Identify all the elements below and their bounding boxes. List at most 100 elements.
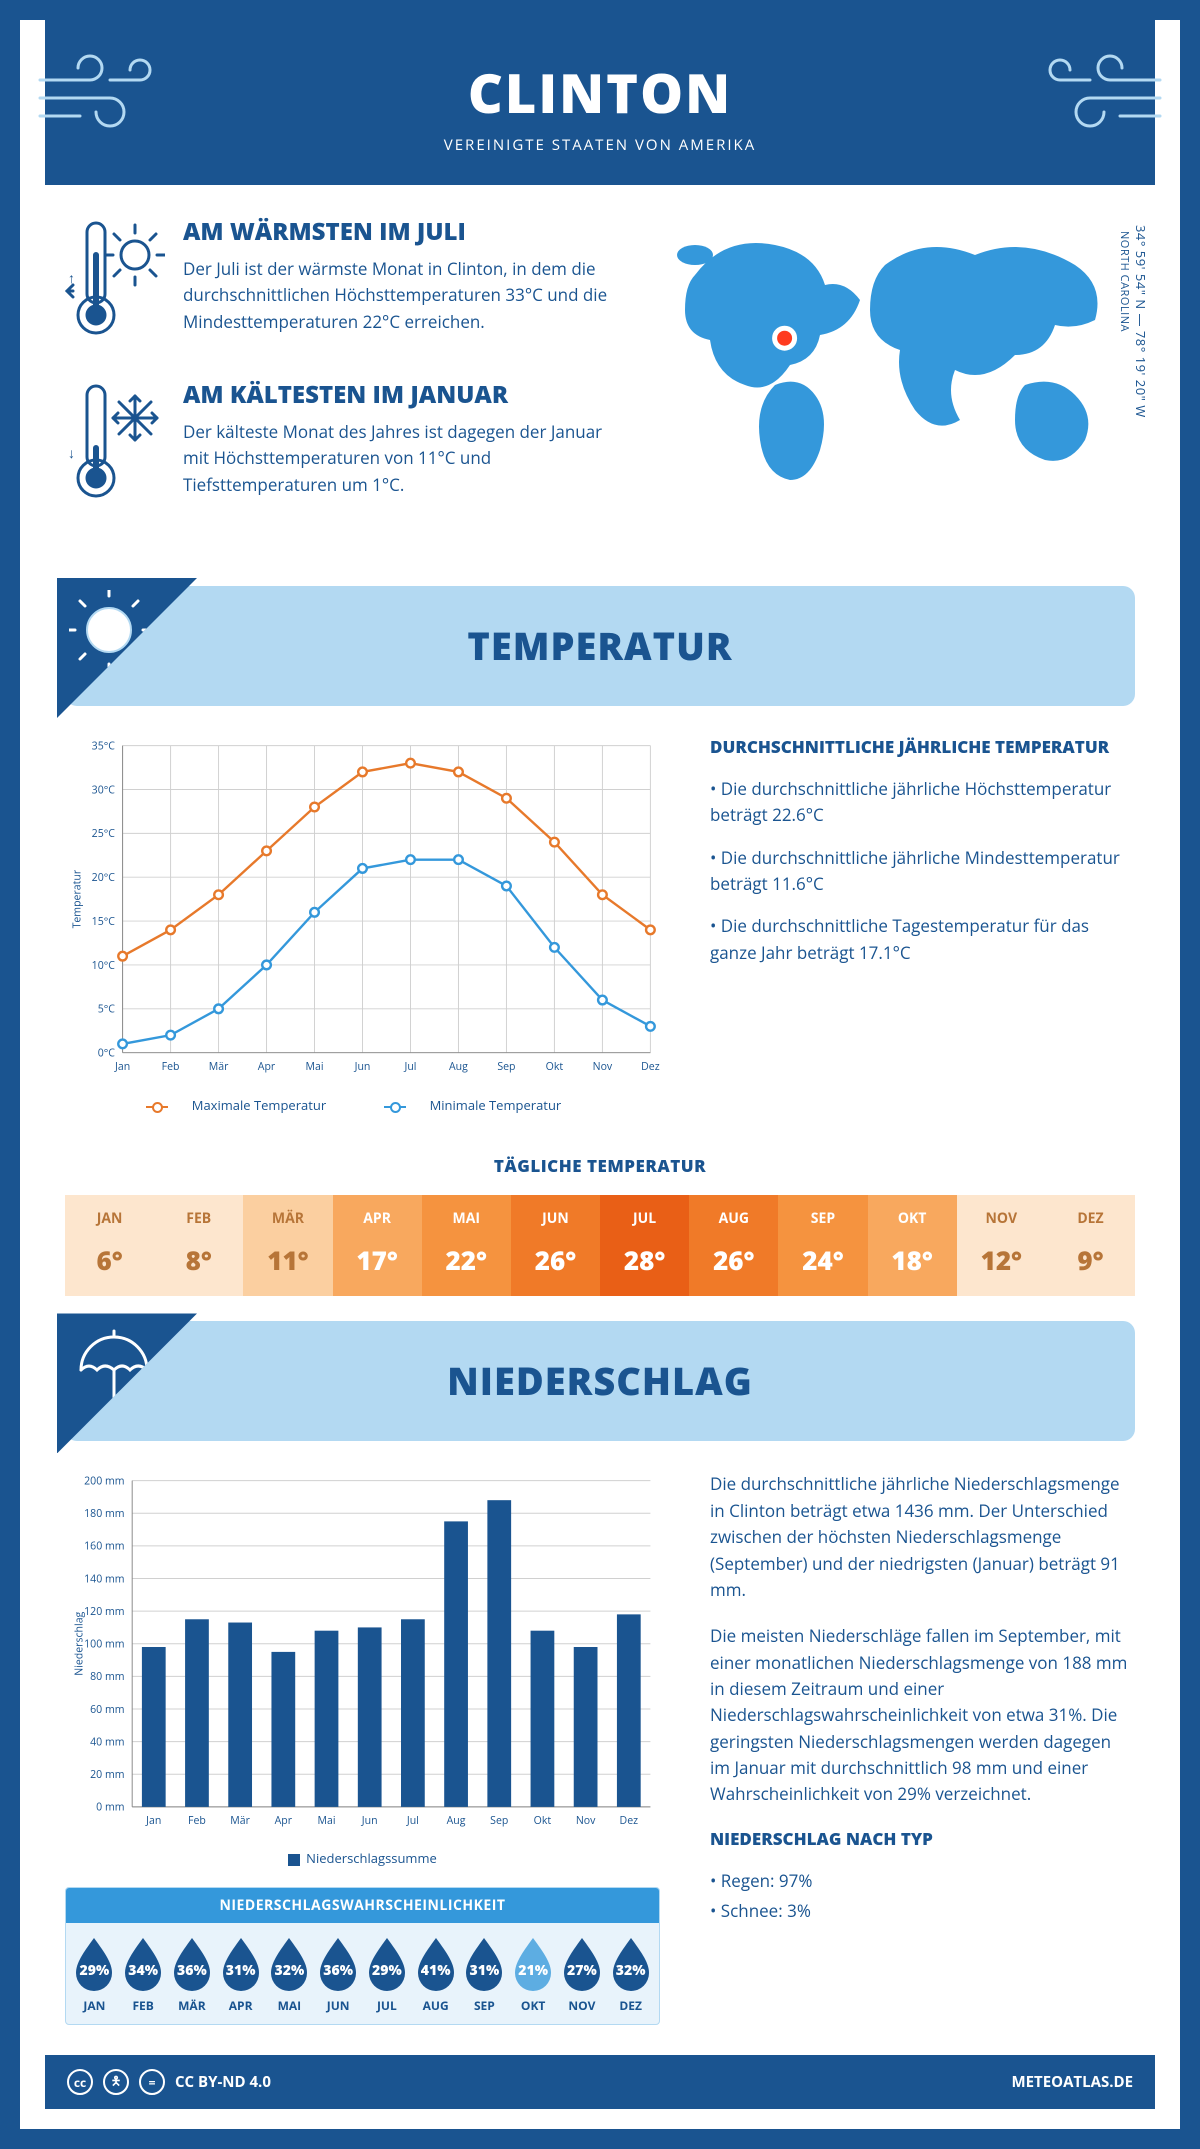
svg-text:Niederschlag: Niederschlag (72, 1612, 86, 1676)
world-map (655, 215, 1135, 495)
prob-cell: 36%JUN (314, 1935, 363, 2014)
svg-text:Mär: Mär (209, 1060, 229, 1074)
footer: cc 🯅 = CC BY-ND 4.0 METEOATLAS.DE (45, 2055, 1155, 2109)
precipitation-bar-chart: 0 mm20 mm40 mm60 mm80 mm100 mm120 mm140 … (65, 1471, 660, 2025)
svg-text:Jan: Jan (114, 1060, 130, 1074)
fact-cold-title: AM KÄLTESTEN IM JANUAR (183, 378, 615, 411)
svg-text:Jun: Jun (354, 1060, 371, 1074)
svg-text:160 mm: 160 mm (84, 1540, 124, 1554)
svg-text:Aug: Aug (449, 1060, 468, 1074)
svg-text:30°C: 30°C (92, 783, 116, 797)
coordinates: 34° 59' 54" N — 78° 19' 20" W NORTH CARO… (1117, 225, 1150, 418)
svg-text:140 mm: 140 mm (84, 1573, 124, 1587)
svg-text:5°C: 5°C (98, 1003, 116, 1017)
license-text: CC BY-ND 4.0 (175, 2072, 271, 2092)
svg-text:Jun: Jun (361, 1815, 378, 1829)
svg-text:35°C: 35°C (92, 739, 116, 753)
nd-icon: = (139, 2069, 165, 2095)
svg-text:Mai: Mai (318, 1815, 336, 1829)
svg-text:40 mm: 40 mm (90, 1736, 124, 1750)
banner-temperature: TEMPERATUR (65, 586, 1135, 706)
svg-text:80 mm: 80 mm (90, 1671, 124, 1685)
svg-text:180 mm: 180 mm (84, 1508, 124, 1522)
wind-icon (1045, 50, 1165, 140)
svg-text:Dez: Dez (620, 1815, 639, 1829)
svg-text:15°C: 15°C (92, 915, 116, 929)
svg-text:10°C: 10°C (92, 959, 116, 973)
svg-text:Mär: Mär (230, 1815, 250, 1829)
fact-warm-title: AM WÄRMSTEN IM JULI (183, 215, 615, 248)
heat-cell: SEP24° (778, 1195, 867, 1296)
svg-text:Mai: Mai (306, 1060, 324, 1074)
banner-precipitation: NIEDERSCHLAG (65, 1321, 1135, 1441)
temperature-line-chart: 0°C5°C10°C15°C20°C25°C30°C35°CJanFebMärA… (65, 736, 660, 1114)
fact-warm-text: Der Juli ist der wärmste Monat in Clinto… (183, 256, 615, 335)
svg-text:Temperatur: Temperatur (70, 869, 84, 928)
svg-text:↓: ↓ (68, 444, 75, 463)
prob-cell: 41%AUG (411, 1935, 460, 2014)
svg-text:Nov: Nov (593, 1060, 613, 1074)
heat-cell: MÄR11° (243, 1195, 332, 1296)
prob-cell: 31%SEP (460, 1935, 509, 2014)
svg-text:↑: ↑ (68, 269, 75, 288)
umbrella-icon (69, 1325, 154, 1410)
fact-coldest: ↓ AM KÄLTESTEN IM JANUAR Der kälteste Mo… (65, 378, 615, 513)
svg-text:Apr: Apr (275, 1815, 293, 1829)
fact-cold-text: Der kälteste Monat des Jahres ist dagege… (183, 419, 615, 498)
heat-cell: MAI22° (422, 1195, 511, 1296)
heat-cell: AUG26° (689, 1195, 778, 1296)
prob-cell: 21%OKT (509, 1935, 558, 2014)
svg-text:Feb: Feb (188, 1815, 206, 1829)
svg-text:100 mm: 100 mm (84, 1638, 124, 1652)
svg-text:25°C: 25°C (92, 827, 116, 841)
svg-text:0 mm: 0 mm (96, 1801, 124, 1815)
svg-text:Nov: Nov (576, 1815, 596, 1829)
sun-icon (69, 590, 149, 670)
svg-text:Jul: Jul (403, 1060, 416, 1074)
intro-section: ↑ AM WÄRMSTEN IM JULI Der Juli ist der w… (20, 185, 1180, 561)
svg-text:Apr: Apr (258, 1060, 276, 1074)
svg-text:20°C: 20°C (92, 871, 116, 885)
svg-text:Jul: Jul (406, 1815, 419, 1829)
daily-temp-title: TÄGLICHE TEMPERATUR (20, 1154, 1180, 1177)
svg-text:Jan: Jan (145, 1815, 161, 1829)
wind-icon (35, 50, 155, 140)
svg-text:Aug: Aug (447, 1815, 466, 1829)
heat-cell: APR17° (333, 1195, 422, 1296)
svg-text:200 mm: 200 mm (84, 1475, 124, 1489)
city-title: CLINTON (65, 55, 1135, 129)
daily-temp-strip: JAN6°FEB8°MÄR11°APR17°MAI22°JUN26°JUL28°… (65, 1195, 1135, 1296)
temperature-summary: DURCHSCHNITTLICHE JÄHRLICHE TEMPERATUR •… (710, 736, 1135, 1114)
heat-cell: JUN26° (511, 1195, 600, 1296)
heat-cell: JAN6° (65, 1195, 154, 1296)
cc-icon: cc (67, 2069, 93, 2095)
banner-title: NIEDERSCHLAG (447, 1355, 753, 1407)
svg-text:Sep: Sep (497, 1060, 515, 1074)
svg-text:Sep: Sep (490, 1815, 508, 1829)
svg-text:20 mm: 20 mm (90, 1769, 124, 1783)
thermometer-sun-icon: ↑ (65, 215, 165, 345)
map-marker (775, 328, 795, 348)
heat-cell: JUL28° (600, 1195, 689, 1296)
svg-text:Okt: Okt (546, 1060, 564, 1074)
heat-cell: OKT18° (868, 1195, 957, 1296)
prob-cell: 31%APR (216, 1935, 265, 2014)
heat-cell: NOV12° (957, 1195, 1046, 1296)
prob-cell: 27%NOV (558, 1935, 607, 2014)
fact-warmest: ↑ AM WÄRMSTEN IM JULI Der Juli ist der w… (65, 215, 615, 350)
prob-cell: 29%JUL (363, 1935, 412, 2014)
svg-text:Feb: Feb (162, 1060, 180, 1074)
svg-text:Okt: Okt (534, 1815, 552, 1829)
prob-cell: 32%DEZ (606, 1935, 655, 2014)
svg-text:Dez: Dez (641, 1060, 660, 1074)
precipitation-summary: Die durchschnittliche jährliche Niedersc… (710, 1471, 1135, 2025)
prob-cell: 34%FEB (119, 1935, 168, 2014)
country-subtitle: VEREINIGTE STAATEN VON AMERIKA (65, 135, 1135, 155)
header-banner: CLINTON VEREINIGTE STAATEN VON AMERIKA (45, 20, 1155, 185)
by-icon: 🯅 (103, 2069, 129, 2095)
thermometer-snow-icon: ↓ (65, 378, 165, 508)
site-name: METEOATLAS.DE (1012, 2072, 1133, 2092)
banner-title: TEMPERATUR (467, 620, 732, 672)
prob-cell: 36%MÄR (168, 1935, 217, 2014)
precip-probability-strip: NIEDERSCHLAGSWAHRSCHEINLICHKEIT 29%JAN34… (65, 1887, 660, 2025)
